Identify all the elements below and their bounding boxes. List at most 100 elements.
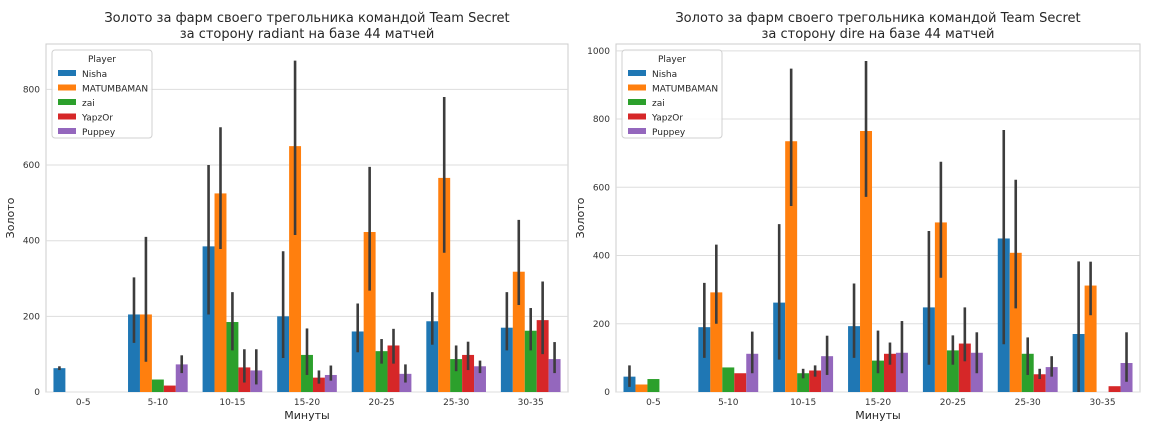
bar [399, 373, 412, 392]
y-tick-label: 200 [23, 312, 40, 322]
bar [214, 193, 227, 392]
y-tick-label: 800 [593, 115, 610, 125]
legend-swatch [628, 70, 646, 76]
x-tick-label: 5-10 [148, 398, 169, 408]
bar [797, 373, 810, 392]
bar [351, 331, 364, 392]
bar [53, 368, 66, 392]
x-tick-label: 30-35 [1089, 398, 1115, 408]
legend-swatch [628, 128, 646, 134]
y-tick-label: 200 [593, 320, 610, 330]
bar [734, 373, 747, 392]
bar [1009, 252, 1022, 392]
bar [226, 322, 239, 392]
y-tick-label: 600 [593, 183, 610, 193]
legend-label: zai [652, 99, 665, 109]
bar [698, 327, 711, 392]
y-tick-label: 1000 [587, 47, 610, 57]
y-tick-label: 800 [23, 85, 40, 95]
bar [175, 364, 188, 392]
bar [524, 330, 537, 392]
bar [548, 359, 561, 392]
bar [289, 146, 302, 392]
x-axis-label: Минуты [855, 409, 900, 422]
chart-subtitle: за сторону dire на базе 44 матчей [761, 27, 994, 42]
legend-swatch [58, 99, 76, 105]
x-tick-label: 25-30 [1015, 398, 1041, 408]
chart-title: Золото за фарм своего трегольника команд… [675, 11, 1080, 26]
legend: Player Nisha MATUMBAMAN zai YapzOr Puppey [621, 49, 723, 139]
legend-label: Nisha [652, 70, 677, 80]
bar [163, 385, 176, 392]
chart-panel-2: Золото за фарм своего трегольника команд… [574, 11, 1141, 422]
bar [785, 141, 798, 392]
bar [809, 370, 822, 392]
bar [426, 321, 439, 392]
legend-swatch [58, 128, 76, 134]
legend-swatch [58, 84, 76, 91]
bar [647, 379, 660, 392]
bar [722, 367, 735, 392]
legend-label: zai [82, 99, 95, 109]
x-tick-label: 15-20 [294, 398, 320, 408]
chart-subtitle: за сторону radiant на базе 44 матчей [180, 27, 435, 42]
x-tick-label: 20-25 [368, 398, 394, 408]
legend-swatch [58, 113, 76, 120]
bar [946, 350, 959, 392]
x-tick-label: 0-5 [76, 398, 91, 408]
x-tick-label: 10-15 [219, 398, 245, 408]
bar [1045, 367, 1058, 392]
legend-label: Nisha [82, 70, 107, 80]
bar [375, 351, 388, 392]
x-axis-label: Минуты [284, 409, 329, 422]
y-tick-label: 400 [23, 237, 40, 247]
legend-box [51, 49, 153, 139]
bar [1084, 285, 1097, 392]
bar [710, 292, 723, 392]
bar [474, 366, 486, 392]
bar [860, 131, 873, 392]
chart-panel-1: Золото за фарм своего трегольника команд… [4, 11, 569, 422]
x-tick-label: 30-35 [518, 398, 544, 408]
legend-box [621, 49, 723, 139]
legend-label: Puppey [82, 128, 116, 138]
legend-label: YapzOr [81, 114, 113, 124]
bar [1033, 374, 1046, 392]
x-tick-label: 20-25 [940, 398, 966, 408]
bar [202, 246, 215, 392]
bar [151, 379, 164, 392]
bar [363, 231, 376, 392]
y-tick-label: 0 [604, 388, 610, 398]
bar [883, 353, 896, 392]
legend-swatch [628, 99, 646, 105]
y-axis-label: Золото [4, 197, 17, 238]
legend-swatch [58, 70, 76, 76]
bar [312, 377, 325, 392]
bar [536, 320, 549, 392]
x-tick-label: 25-30 [443, 398, 469, 408]
y-tick-label: 0 [34, 388, 40, 398]
x-tick-label: 10-15 [790, 398, 816, 408]
bar [512, 271, 525, 392]
bar [635, 384, 648, 392]
x-tick-label: 5-10 [718, 398, 739, 408]
bar [438, 177, 451, 392]
legend-title: Player [658, 55, 686, 65]
chart-title: Золото за фарм своего трегольника команд… [104, 11, 509, 26]
bar [462, 354, 475, 392]
y-tick-label: 400 [593, 252, 610, 262]
bar [872, 360, 884, 392]
bar [128, 314, 140, 392]
bar [387, 345, 400, 392]
bar [324, 374, 337, 392]
x-tick-label: 15-20 [865, 398, 891, 408]
legend-title: Player [88, 55, 116, 65]
bar [958, 343, 971, 392]
legend-label: Puppey [652, 128, 686, 138]
legend-label: MATUMBAMAN [652, 85, 718, 95]
bar [500, 327, 513, 392]
legend-swatch [628, 113, 646, 120]
legend-swatch [628, 84, 646, 91]
y-tick-label: 600 [23, 161, 40, 171]
bar [848, 326, 861, 392]
